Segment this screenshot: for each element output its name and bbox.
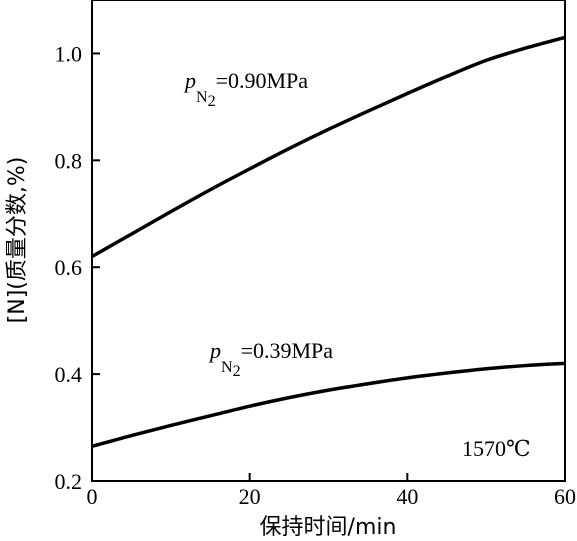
y-tick-label: 0.4 [55,362,83,387]
series-line-0 [91,35,566,259]
series-label-0-subsub: 2 [208,93,216,110]
series-label-1: pN2=0.39MPa [208,338,333,380]
series-label-0-p: p [183,68,196,93]
x-tick-label: 40 [396,484,418,509]
y-tick-label: 1.0 [55,41,83,66]
y-tick-label: 0.8 [55,148,83,173]
y-tick-label: 0.6 [55,255,83,280]
temperature-annotation: 1570℃ [462,436,531,461]
series-label-1-subsub: 2 [233,363,241,380]
series-label-0-value: =0.90MPa [216,68,309,93]
series-line-1 [91,361,566,448]
series-label-1-value: =0.39MPa [241,338,334,363]
y-axis-title: [N](质量分数,%) [5,157,30,324]
y-tick-label: 0.2 [55,469,83,494]
series-label-1-p: p [208,338,221,363]
x-axis-ticks: 0 20 40 60 [87,473,576,509]
plot-frame [91,0,566,482]
x-tick-label: 60 [554,484,576,509]
y-axis-ticks: 0.2 0.4 0.6 0.8 1.0 [55,41,100,494]
x-tick-label: 0 [87,484,98,509]
series-label-1-sub: N [221,359,233,376]
x-axis-title: 保持时间/min [260,515,397,540]
x-tick-label: 20 [239,484,261,509]
series-group [91,35,566,448]
series-label-0-sub: N [196,89,208,106]
series-label-0: pN2=0.90MPa [183,68,308,110]
